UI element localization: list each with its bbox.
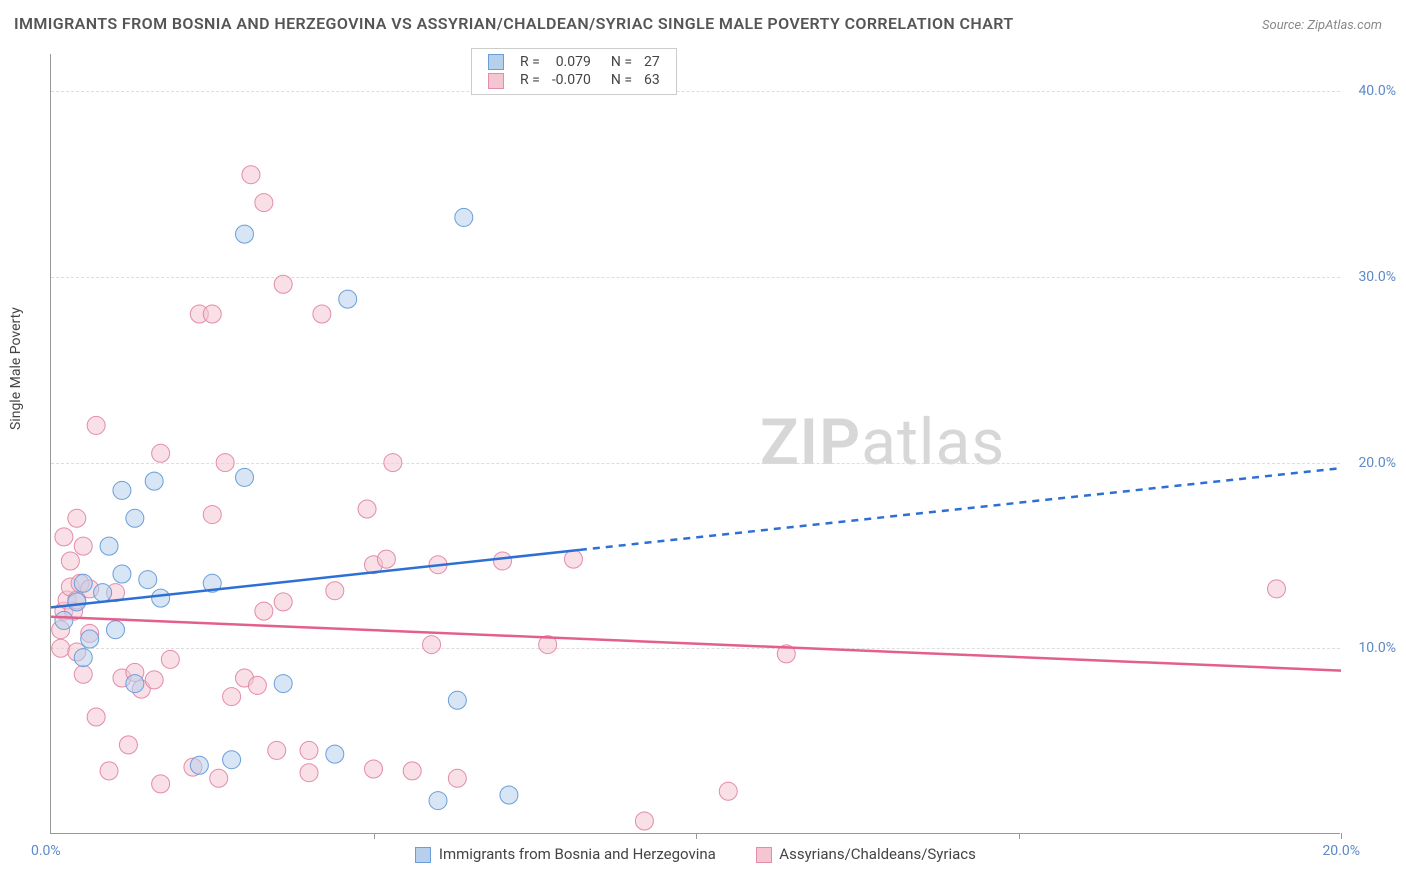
data-point	[152, 589, 170, 607]
data-point	[55, 528, 73, 546]
y-tick-label: 10.0%	[1358, 640, 1396, 656]
data-point	[107, 621, 125, 639]
data-point	[242, 166, 260, 184]
data-point	[52, 639, 70, 657]
data-point	[61, 552, 79, 570]
legend-row-series2: R = -0.070 N = 63	[482, 71, 666, 89]
data-point	[384, 454, 402, 472]
data-point	[268, 741, 286, 759]
series-legend: Immigrants from Bosnia and Herzegovina A…	[51, 845, 1340, 863]
swatch-series1-bottom	[415, 847, 431, 863]
data-point	[274, 275, 292, 293]
legend-item-series2: Assyrians/Chaldeans/Syriacs	[756, 845, 976, 863]
data-point	[203, 506, 221, 524]
swatch-series1	[488, 54, 504, 70]
data-point	[74, 537, 92, 555]
data-point	[74, 665, 92, 683]
data-point	[326, 745, 344, 763]
plot-area: ZIPatlas 0.0% 20.0% R = 0.079 N = 27 R =…	[50, 54, 1340, 834]
legend-item-series1: Immigrants from Bosnia and Herzegovina	[415, 845, 716, 863]
data-point	[100, 762, 118, 780]
data-point	[152, 444, 170, 462]
data-point	[248, 676, 266, 694]
data-point	[255, 602, 273, 620]
data-point	[274, 675, 292, 693]
scatter-svg	[51, 54, 1340, 833]
data-point	[68, 593, 86, 611]
data-point	[494, 552, 512, 570]
data-point	[455, 208, 473, 226]
trend-line	[51, 550, 580, 608]
data-point	[448, 769, 466, 787]
data-point	[113, 481, 131, 499]
data-point	[100, 537, 118, 555]
data-point	[203, 305, 221, 323]
data-point	[87, 708, 105, 726]
data-point	[113, 565, 131, 583]
data-point	[365, 760, 383, 778]
data-point	[145, 671, 163, 689]
data-point	[423, 636, 441, 654]
r-value-series2: -0.070	[546, 71, 597, 89]
data-point	[358, 500, 376, 518]
series1-name: Immigrants from Bosnia and Herzegovina	[439, 845, 716, 863]
data-point	[635, 812, 653, 830]
swatch-series2	[488, 73, 504, 89]
data-point	[87, 416, 105, 434]
data-point	[448, 691, 466, 709]
data-point	[74, 574, 92, 592]
data-point	[190, 756, 208, 774]
y-tick-label: 20.0%	[1358, 455, 1396, 471]
data-point	[161, 650, 179, 668]
data-point	[255, 194, 273, 212]
data-point	[313, 305, 331, 323]
data-point	[719, 782, 737, 800]
y-axis-label: Single Male Poverty	[8, 307, 24, 430]
data-point	[81, 630, 99, 648]
data-point	[126, 509, 144, 527]
n-value-series1: 27	[638, 53, 666, 71]
data-point	[55, 611, 73, 629]
legend-row-series1: R = 0.079 N = 27	[482, 53, 666, 71]
r-value-series1: 0.079	[546, 53, 597, 71]
data-point	[300, 764, 318, 782]
data-point	[223, 751, 241, 769]
data-point	[223, 688, 241, 706]
data-point	[1268, 580, 1286, 598]
swatch-series2-bottom	[756, 847, 772, 863]
chart-title: IMMIGRANTS FROM BOSNIA AND HERZEGOVINA V…	[14, 14, 1014, 33]
data-point	[236, 468, 254, 486]
y-tick-label: 40.0%	[1358, 83, 1396, 99]
data-point	[126, 675, 144, 693]
data-point	[403, 762, 421, 780]
data-point	[152, 775, 170, 793]
data-point	[119, 736, 137, 754]
series2-name: Assyrians/Chaldeans/Syriacs	[779, 845, 976, 863]
data-point	[564, 550, 582, 568]
source-label: Source: ZipAtlas.com	[1262, 18, 1382, 33]
data-point	[236, 225, 254, 243]
data-point	[68, 509, 86, 527]
data-point	[339, 290, 357, 308]
correlation-legend: R = 0.079 N = 27 R = -0.070 N = 63	[471, 48, 677, 95]
data-point	[74, 649, 92, 667]
data-point	[300, 741, 318, 759]
data-point	[377, 550, 395, 568]
n-value-series2: 63	[638, 71, 666, 89]
correlation-chart: IMMIGRANTS FROM BOSNIA AND HERZEGOVINA V…	[0, 0, 1406, 892]
data-point	[274, 593, 292, 611]
data-point	[94, 584, 112, 602]
data-point	[139, 571, 157, 589]
data-point	[500, 786, 518, 804]
data-point	[145, 472, 163, 490]
trend-line	[580, 468, 1341, 550]
data-point	[210, 769, 228, 787]
data-point	[326, 582, 344, 600]
data-point	[429, 792, 447, 810]
data-point	[216, 454, 234, 472]
trend-line	[51, 617, 1341, 671]
y-tick-label: 30.0%	[1358, 269, 1396, 285]
